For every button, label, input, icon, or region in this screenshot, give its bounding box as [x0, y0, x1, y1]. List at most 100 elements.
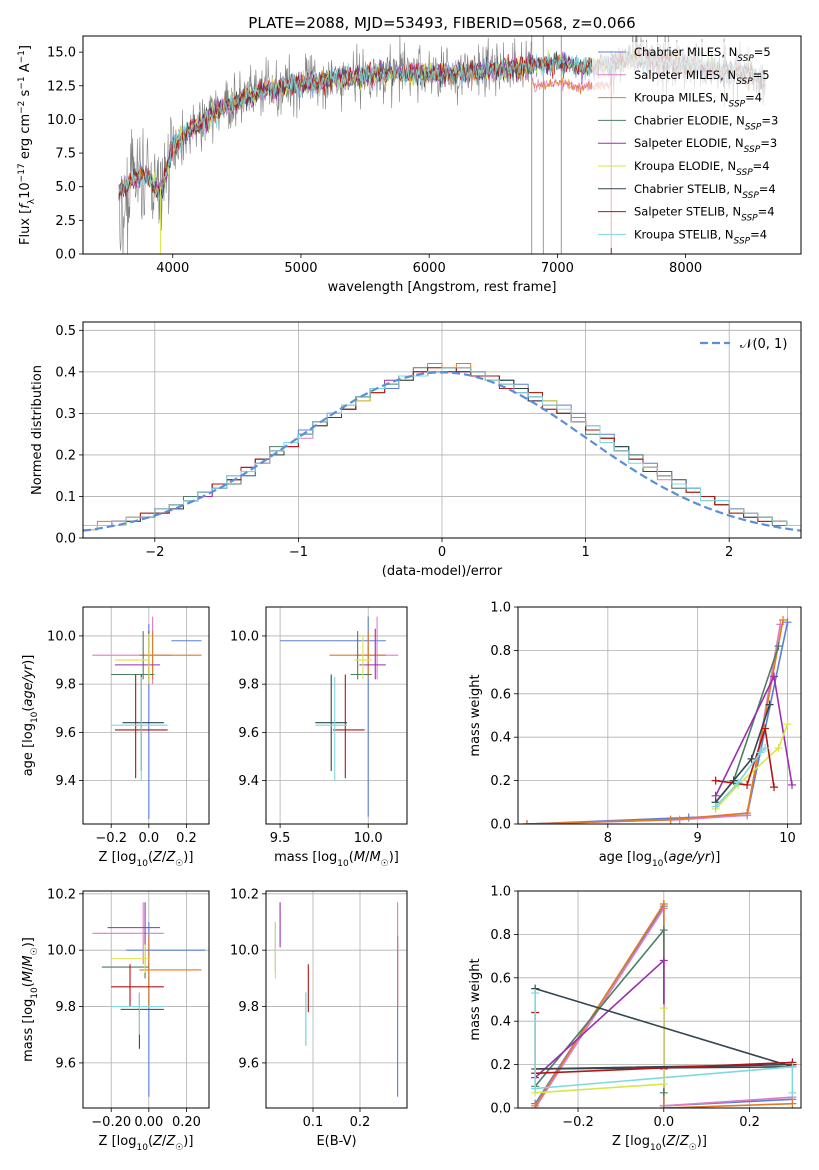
- mass-vs-Z-ylabel: mass [log10(M/M☉)]: [21, 937, 40, 1062]
- age-vs-Z-xtick-label: 0.0: [138, 831, 159, 846]
- legend-entry: Salpeter ELODIE, NSSP=3: [634, 136, 777, 155]
- age-vs-Z-ytick-label: 9.8: [55, 678, 76, 693]
- age-vs-Z-frame: [82, 606, 210, 825]
- mass-weight-vs-Z-ytick-label: 1.0: [490, 885, 511, 900]
- weight-point-marker: [711, 776, 720, 785]
- spectrum-ytick-label: 5.0: [55, 180, 76, 195]
- age-vs-Z-ytick-label: 9.6: [55, 726, 76, 741]
- residual-histogram-ytick-label: 0.4: [55, 365, 76, 380]
- mass-weight-vs-age-xlabel: age [log10(age/yr)]: [599, 850, 721, 869]
- age-vs-Z-panel: −0.2 0.0 0.2 9.4 9.6 9.8 10.0 Z [log10(Z/Z☉)] ag…: [21, 606, 210, 869]
- residual-histogram-plot-area: [83, 322, 801, 538]
- spectrum-ytick-label: 0.0: [55, 248, 76, 263]
- weight-point-marker: [659, 1088, 668, 1097]
- mass-vs-EBV-plot-area: [266, 891, 407, 1108]
- weight-point-marker: [756, 748, 765, 757]
- residual-histogram-ytick-label: 0.1: [55, 490, 76, 505]
- residual-histogram-ytick-label: 0.0: [55, 532, 76, 547]
- mass-vs-Z-xtick-label: 0.00: [134, 1115, 163, 1130]
- weight-point-marker: [783, 618, 792, 627]
- mass-vs-Z-ytick-label: 9.8: [55, 1000, 76, 1015]
- weight-point-marker: [770, 783, 779, 792]
- mass-vs-Z-xtick-label: 0.20: [172, 1115, 201, 1130]
- weight-point-marker: [659, 1004, 668, 1013]
- mass-vs-Z-plot-area: [83, 891, 209, 1108]
- mass-weight-vs-Z-ytick-label: 0.0: [490, 1102, 511, 1117]
- legend-box: [592, 42, 797, 248]
- mass-weight-vs-Z-xtick-label: −0.2: [562, 1115, 594, 1130]
- mass-weight-vs-age-ytick-label: 0.2: [490, 774, 511, 789]
- mass-weight-vs-age-xtick-label: 8: [604, 831, 612, 846]
- residual-histogram-ylabel: Normed distribution: [30, 365, 45, 495]
- weight-point-marker: [788, 1088, 797, 1097]
- age-vs-mass-panel: 9.5 10.0 9.4 9.6 9.8 10.0 mass [log10(M/M☉)]: [230, 606, 408, 869]
- weight-series-line: [526, 622, 789, 824]
- legend-entry: Kroupa ELODIE, NSSP=4: [634, 159, 770, 178]
- weight-point-marker: [788, 780, 797, 789]
- residual-histogram-xtick-label: 0: [438, 545, 446, 560]
- age-vs-Z-ytick-label: 9.4: [55, 774, 76, 789]
- residual-histogram-xtick-label: 1: [581, 545, 589, 560]
- weight-point-marker: [531, 988, 540, 997]
- legend-entry: 𝒩(0, 1): [740, 337, 787, 352]
- weight-point-marker: [770, 672, 779, 681]
- mass-weight-vs-Z-panel: −0.2 0.0 0.2 0.0 0.2 0.4 0.6 0.8 1.0 Z [log10(Z/Z…: [468, 885, 802, 1153]
- weight-series-line: [715, 645, 780, 803]
- weight-point-marker: [734, 778, 743, 787]
- spectrum-xtick-label: 4000: [156, 261, 189, 276]
- mass-vs-Z-ytick-label: 9.6: [55, 1056, 76, 1071]
- age-vs-Z-xlabel: Z [log10(Z/Z☉)]: [99, 850, 194, 869]
- mass-vs-EBV-ytick-label: 10.0: [230, 944, 259, 959]
- mass-weight-vs-age-plot-area: [518, 607, 801, 824]
- mass-weight-vs-Z-frame: [517, 890, 802, 1109]
- residual-histogram-ytick-label: 0.5: [55, 324, 76, 339]
- residual-histogram-xtick-label: 2: [725, 545, 733, 560]
- weight-point-marker: [659, 1104, 668, 1108]
- weight-point-marker: [765, 700, 774, 709]
- weight-point-marker: [761, 744, 770, 753]
- mass-vs-Z-panel: −0.20 0.00 0.20 9.6 9.8 10.0 10.2 Z [log10(Z/Z☉…: [21, 887, 210, 1153]
- legend-entry: Chabrier MILES, NSSP=5: [634, 45, 771, 64]
- legend-entry: Chabrier STELIB, NSSP=4: [634, 182, 776, 201]
- residual-histogram-xlabel: (data-model)/error: [382, 564, 503, 579]
- mass-weight-vs-Z-xlabel: Z [log10(Z/Z☉)]: [612, 1134, 707, 1153]
- mass-vs-EBV-ytick-label: 9.6: [238, 1056, 259, 1071]
- age-vs-mass-ytick-label: 9.6: [238, 726, 259, 741]
- mass-vs-EBV-frame: [265, 890, 408, 1109]
- weight-point-marker: [761, 724, 770, 733]
- weight-point-marker: [779, 616, 788, 625]
- mass-weight-vs-age-ytick-label: 0.8: [490, 644, 511, 659]
- weight-point-marker: [743, 809, 752, 818]
- mass-weight-vs-age-ytick-label: 0.6: [490, 687, 511, 702]
- histogram-legend: 𝒩(0, 1): [700, 337, 787, 352]
- spectrum-ytick-label: 2.5: [55, 214, 76, 229]
- weight-point-marker: [743, 780, 752, 789]
- legend-entry: Kroupa STELIB, NSSP=4: [634, 227, 767, 246]
- weight-series-line: [715, 704, 771, 803]
- age-vs-mass-plot-area: [266, 607, 407, 824]
- residual-histogram-xtick-label: −2: [145, 545, 164, 560]
- mass-weight-vs-age-frame: [517, 606, 802, 825]
- residual-histogram-panel: −2 −1 0 1 2 0.0 0.1 0.2 0.3 0.4 0.5 (data-model)/er…: [30, 321, 802, 579]
- mass-weight-vs-age-ylabel: mass weight: [468, 674, 483, 756]
- weight-point-marker: [659, 926, 668, 935]
- weight-series-line: [715, 747, 766, 808]
- mass-weight-vs-age-ytick-label: 1.0: [490, 601, 511, 616]
- mass-vs-EBV-xtick-label: 0.2: [350, 1115, 371, 1130]
- weight-point-marker: [659, 1080, 668, 1089]
- age-vs-mass-xlabel: mass [log10(M/M☉)]: [274, 850, 399, 869]
- spectrum-xtick-label: 5000: [284, 261, 317, 276]
- weight-point-marker: [788, 1099, 797, 1108]
- mass-weight-vs-age-panel: 8 9 10 0.0 0.2 0.4 0.6 0.8 1.0 age [log10(age/yr)…: [468, 601, 802, 869]
- mass-weight-vs-Z-xtick-label: 0.2: [739, 1115, 760, 1130]
- mass-weight-vs-age-ytick-label: 0.4: [490, 731, 511, 746]
- age-vs-mass-xtick-label: 9.5: [270, 831, 291, 846]
- mass-vs-Z-xtick-label: −0.20: [91, 1115, 131, 1130]
- spectrum-ytick-label: 15.0: [47, 46, 76, 61]
- age-vs-Z-xtick-label: 0.2: [176, 831, 197, 846]
- weight-point-marker: [774, 642, 783, 651]
- weight-point-marker: [711, 802, 720, 811]
- weight-point-marker: [531, 1084, 540, 1093]
- mass-vs-EBV-xtick-label: 0.1: [303, 1115, 324, 1130]
- weight-point-marker: [659, 956, 668, 965]
